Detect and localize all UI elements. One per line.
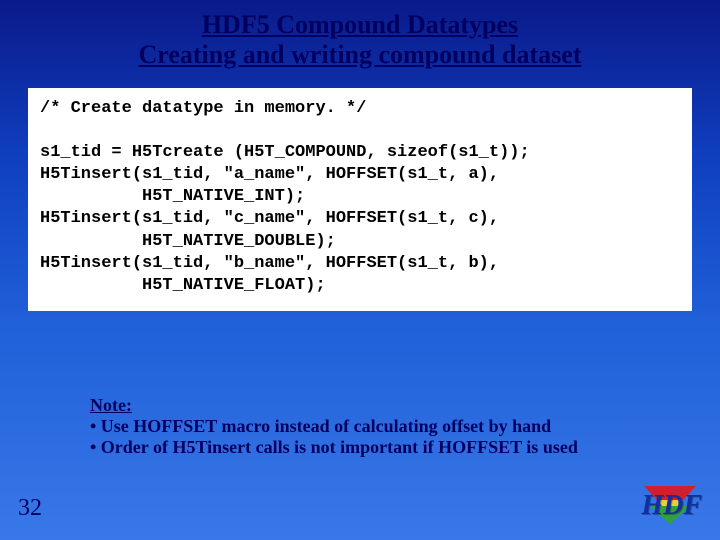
note-bullet: • Order of H5Tinsert calls is not import…: [90, 437, 578, 458]
hdf-logo-text: HDF: [641, 490, 702, 522]
code-line: H5Tinsert(s1_tid, "a_name", HOFFSET(s1_t…: [40, 165, 499, 184]
note-bullet: • Use HOFFSET macro instead of calculati…: [90, 416, 578, 437]
code-block: /* Create datatype in memory. */ s1_tid …: [28, 88, 692, 311]
code-line: H5Tinsert(s1_tid, "c_name", HOFFSET(s1_t…: [40, 209, 499, 228]
title-block: HDF5 Compound Datatypes Creating and wri…: [0, 0, 720, 70]
note-block: Note: • Use HOFFSET macro instead of cal…: [90, 395, 578, 458]
code-line: H5T_NATIVE_FLOAT);: [40, 276, 326, 295]
slide: HDF5 Compound Datatypes Creating and wri…: [0, 0, 720, 540]
code-comment: /* Create datatype in memory. */: [40, 99, 366, 118]
note-heading: Note:: [90, 395, 578, 416]
slide-title-line2: Creating and writing compound dataset: [0, 40, 720, 70]
code-line: s1_tid = H5Tcreate (H5T_COMPOUND, sizeof…: [40, 143, 530, 162]
code-line: H5T_NATIVE_DOUBLE);: [40, 232, 336, 251]
code-line: H5Tinsert(s1_tid, "b_name", HOFFSET(s1_t…: [40, 254, 499, 273]
slide-title-line1: HDF5 Compound Datatypes: [0, 10, 720, 40]
code-line: H5T_NATIVE_INT);: [40, 187, 305, 206]
page-number: 32: [18, 495, 42, 522]
